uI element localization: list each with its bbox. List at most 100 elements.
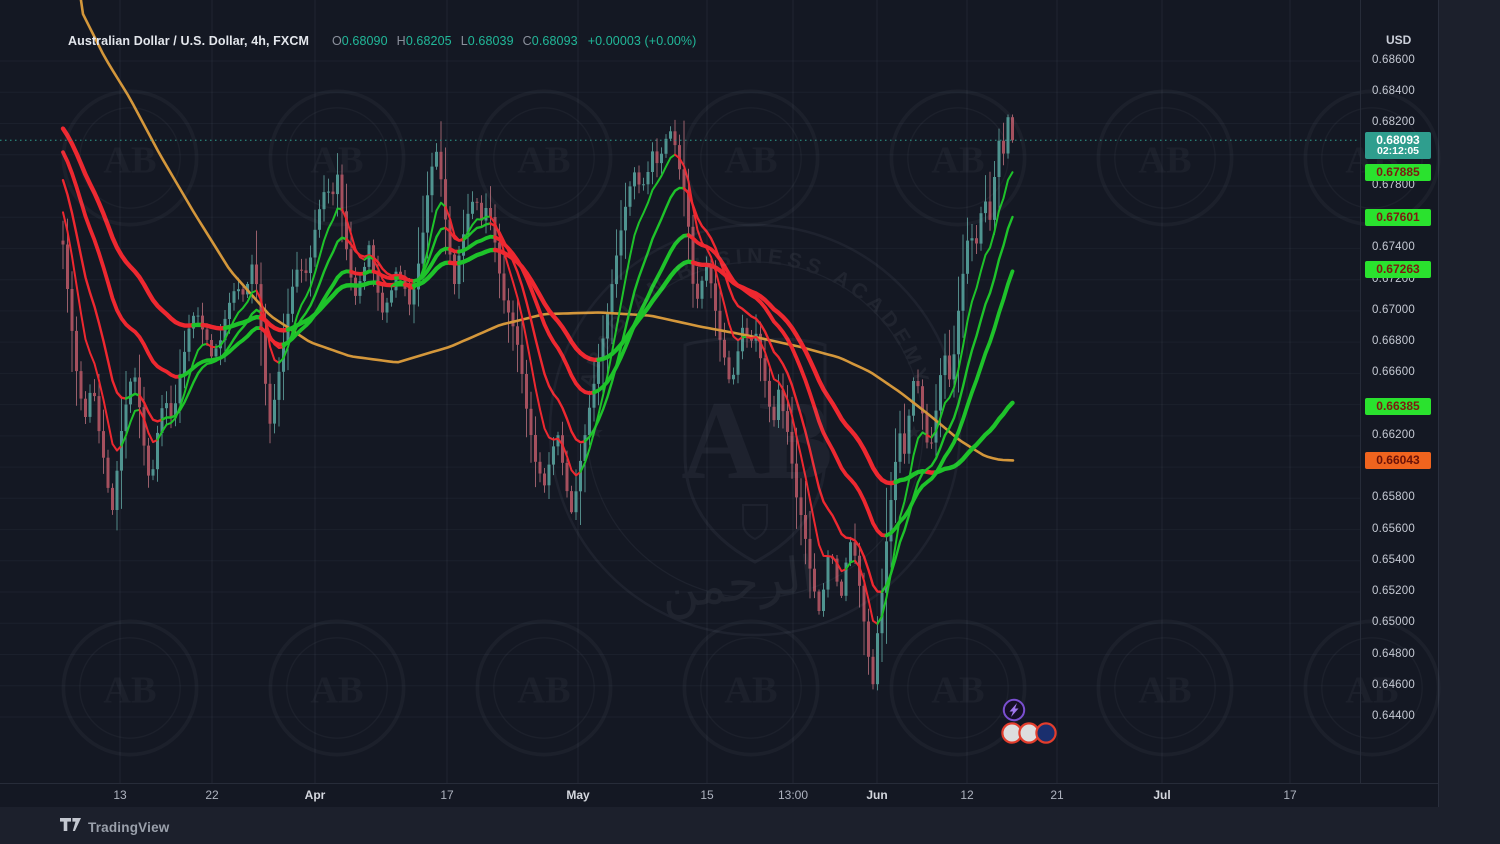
ohlc-label: H bbox=[396, 34, 406, 48]
ma-ribbon-line bbox=[893, 469, 930, 485]
ma-ribbon-line bbox=[583, 186, 686, 443]
ma-ribbon-line bbox=[492, 247, 601, 362]
ohlc-value: 0.68039 bbox=[467, 34, 514, 48]
ma-ribbon-line bbox=[206, 342, 217, 349]
time-axis[interactable]: 13 22 Apr 17 May 15 13:00 Jun 12 21 Jul 17 bbox=[0, 783, 1438, 807]
ma-ribbon-line bbox=[124, 392, 141, 400]
time-tick-label: May bbox=[566, 788, 590, 802]
chart-canvas[interactable] bbox=[0, 0, 1360, 783]
ma-ribbon-line bbox=[390, 280, 406, 288]
ma-ribbon-line bbox=[138, 394, 164, 423]
price-axis-currency-label: USD bbox=[1386, 33, 1412, 47]
tradingview-logo-text: TradingView bbox=[88, 819, 170, 835]
ma-ribbon-line bbox=[690, 260, 898, 486]
ma-ribbon-line bbox=[349, 269, 367, 276]
ma-ribbon-line bbox=[156, 342, 208, 441]
legend-change: +0.00003 (+0.00%) bbox=[587, 34, 697, 48]
price-tick-label: 0.67000 bbox=[1372, 303, 1415, 316]
economic-event-lightning-icon[interactable] bbox=[1002, 698, 1026, 722]
tradingview-logo-icon bbox=[60, 818, 81, 836]
ma-value-badge: 0.67885 bbox=[1365, 164, 1431, 182]
ma-ribbon-line bbox=[138, 408, 159, 444]
ma-orange-line bbox=[79, 0, 1015, 462]
price-tick-label: 0.65800 bbox=[1372, 491, 1415, 504]
ohlc-label: L bbox=[460, 34, 468, 48]
ma-ribbon-line bbox=[880, 215, 1014, 593]
attribution-bar: TradingView bbox=[0, 806, 1500, 844]
ma-ribbon-line bbox=[884, 269, 1015, 538]
badge-countdown: 02:12:05 bbox=[1376, 145, 1420, 158]
price-tick-label: 0.64600 bbox=[1372, 678, 1415, 691]
ma-ribbon-line bbox=[285, 280, 381, 332]
ma-ribbon-line bbox=[363, 255, 375, 261]
price-axis[interactable]: USD 0.686000.684000.682000.680000.678000… bbox=[1360, 0, 1439, 783]
ohlc-value: 0.68205 bbox=[405, 34, 452, 48]
ma-ribbon-line bbox=[596, 259, 696, 362]
time-tick-label: 22 bbox=[205, 788, 219, 802]
ma-ribbon-line bbox=[489, 222, 587, 444]
ma-ribbon-line bbox=[746, 336, 847, 573]
ma-ribbon-line bbox=[120, 408, 141, 447]
au-flag-event-icon[interactable] bbox=[1035, 722, 1057, 744]
time-tick-label: 17 bbox=[1283, 788, 1297, 802]
ma-ribbon-line bbox=[682, 187, 884, 593]
time-tick-label: 21 bbox=[1050, 788, 1064, 802]
time-tick-label: 15 bbox=[700, 788, 714, 802]
ma-ribbon-line bbox=[579, 153, 676, 473]
price-tick-label: 0.68400 bbox=[1372, 85, 1415, 98]
price-tick-label: 0.67400 bbox=[1372, 241, 1415, 254]
ma-ribbon-line bbox=[200, 322, 228, 331]
ma-ribbon-line bbox=[404, 282, 415, 290]
time-tick-label: Jun bbox=[866, 788, 888, 802]
symbol-title[interactable]: Australian Dollar / U.S. Dollar, 4h, FXC… bbox=[68, 34, 309, 48]
time-tick-label: 13 bbox=[113, 788, 127, 802]
ma-ribbon-line bbox=[456, 247, 498, 266]
price-tick-label: 0.64800 bbox=[1372, 647, 1415, 660]
price-tick-label: 0.65200 bbox=[1372, 585, 1415, 598]
ma-ribbon-line bbox=[215, 289, 258, 349]
price-tick-label: 0.65600 bbox=[1372, 522, 1415, 535]
ma-value-badge: 0.67601 bbox=[1365, 208, 1431, 226]
time-tick-label: Apr bbox=[304, 788, 326, 802]
time-tick-label: 12 bbox=[960, 788, 974, 802]
ma-ribbon-line bbox=[854, 559, 879, 625]
ma-ribbon-line bbox=[489, 215, 582, 477]
time-tick-label: Jul bbox=[1153, 788, 1171, 802]
ma-ribbon-line bbox=[281, 269, 353, 347]
ma-value-badge: 0.66385 bbox=[1365, 398, 1431, 416]
price-tick-label: 0.64400 bbox=[1372, 709, 1415, 722]
price-tick-label: 0.66200 bbox=[1372, 428, 1415, 441]
time-tick-label: 17 bbox=[440, 788, 454, 802]
ma-ribbon-line bbox=[845, 559, 856, 571]
ma-ribbon-line bbox=[876, 431, 928, 625]
ma-ribbon-line bbox=[933, 400, 1015, 475]
event-markers bbox=[985, 693, 1065, 748]
grid bbox=[119, 0, 1291, 783]
ohlc-label: C bbox=[522, 34, 532, 48]
tradingview-attribution[interactable]: TradingView bbox=[60, 818, 169, 836]
price-tick-label: 0.68200 bbox=[1372, 116, 1415, 129]
ma-value-badge: 0.67263 bbox=[1365, 261, 1431, 279]
time-tick-label: 13:00 bbox=[777, 788, 809, 802]
chart-legend: Australian Dollar / U.S. Dollar, 4h, FXC… bbox=[68, 34, 696, 48]
ohlc-value: 0.68090 bbox=[341, 34, 388, 48]
price-tick-label: 0.68600 bbox=[1372, 54, 1415, 66]
legend-ohlc-values: O0.68090 H0.68205 L0.68039 C0.68093 bbox=[323, 34, 578, 48]
ma-ribbon-line bbox=[411, 260, 453, 288]
ma-ribbon-line bbox=[371, 269, 398, 281]
price-tick-label: 0.65400 bbox=[1372, 553, 1415, 566]
ma-ribbon-line bbox=[444, 205, 465, 242]
ma-ribbon-line bbox=[413, 201, 447, 290]
ma-ribbon-line bbox=[255, 289, 280, 364]
ma-ribbon-line bbox=[372, 258, 393, 288]
ma-ribbon-line bbox=[60, 126, 196, 328]
price-tick-label: 0.66600 bbox=[1372, 366, 1415, 379]
ma-ribbon-line bbox=[457, 234, 497, 254]
current-price-badge: 0.68093 02:12:05 bbox=[1365, 132, 1431, 160]
ohlc-label: O bbox=[331, 34, 342, 48]
ma-ribbon-line bbox=[592, 233, 691, 395]
ma-value-badge: 0.66043 bbox=[1365, 451, 1431, 469]
ma-ribbon-line bbox=[493, 235, 596, 395]
ohlc-value: 0.68093 bbox=[531, 34, 578, 48]
